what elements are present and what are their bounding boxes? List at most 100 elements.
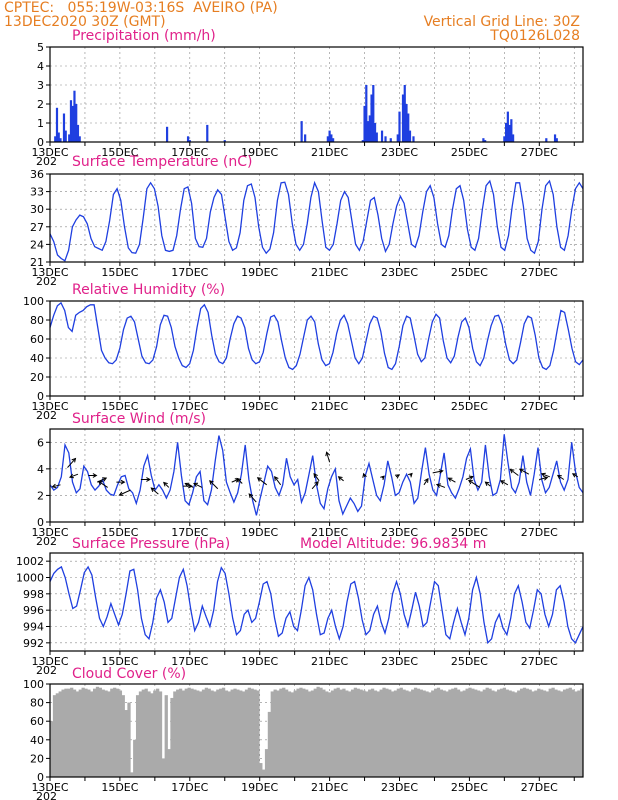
precip-bar [73,90,76,142]
wind-arrow-head [314,481,319,486]
precip-bar [365,85,368,142]
precip-title: Precipitation (mm/h) [72,28,216,44]
wind-xtick-label: 17DEC [171,526,208,539]
cloud-bar [296,688,300,777]
wind-arrow [519,468,530,475]
cloud-bar [419,689,423,777]
precip-bar [71,105,74,142]
cloud-bar [342,688,346,777]
precip-bar [300,121,303,142]
precip-bar [412,136,415,142]
wind-arrow-head [69,473,74,479]
cloud-bar [104,690,108,777]
pres-xtick-label: 25DEC [451,655,488,668]
cloud-bar [130,772,134,777]
cloud-bar [150,693,154,777]
precip-bar [186,136,190,142]
cloud-bar [568,687,572,777]
temp-xtick-label: 27DEC [521,266,558,279]
wind-xtick-label: 15DEC [101,526,138,539]
wind-arrow-head [236,477,242,483]
cloud-bar [316,686,320,777]
cloud-bar [468,687,472,777]
precip-bar [508,124,511,142]
temp-xtick-label: 19DEC [241,266,278,279]
wind-arrow-head [518,468,524,473]
cloud-bar [147,691,151,777]
cloud-bar [462,690,466,777]
pres-xtick-label: 15DEC [101,655,138,668]
precip-bar [396,134,399,142]
wind-ytick-label: 6 [37,436,44,449]
cloud-bar [72,689,77,777]
precip-bar [503,136,506,142]
cloud-bar [293,690,297,777]
cloud-bar [431,690,435,777]
rh-xtick-label: 13DEC [31,400,68,413]
cloud-bar [153,690,157,777]
cloud-bar [405,690,409,777]
wind-arrow-head [543,476,549,481]
cloud-bar [474,689,478,777]
pres-ytick-label: 996 [23,604,44,617]
wind-arrow [448,477,456,483]
cloud-bar [505,689,509,777]
cloud-bar [164,695,168,777]
precip-xtick-label: 25DEC [451,146,488,159]
precip-bar [506,111,509,142]
cloud-bar [156,688,160,777]
cloud-bar [448,689,452,777]
cloud-bar [365,691,369,777]
cloud-bar [230,689,234,777]
cloud-bar [244,689,249,777]
wind-arrow-head [150,487,156,492]
cloud-bar [393,690,398,777]
rh-xtick-label: 17DEC [171,400,208,413]
cloud-bar [161,758,166,777]
precip-bar [326,136,329,142]
cloud-bar [391,691,395,777]
rh-title: Relative Humidity (%) [72,282,225,298]
wind-arrow-head [447,477,453,482]
cloud-xtick-label: 13DEC [31,781,68,794]
wind-title: Surface Wind (m/s) [72,411,206,427]
cloud-bar [356,688,360,777]
temp-xtick-label: 25DEC [451,266,488,279]
pres-altitude-label: Model Altitude: 96.9834 m [300,536,486,552]
cloud-bar [499,688,504,777]
cloud-ytick-label: 80 [30,697,44,710]
pres-line [49,565,584,645]
precip-bar [505,123,508,142]
pres-ytick-label: 994 [23,621,44,634]
precip-bar [389,138,392,142]
cloud-bar [279,688,283,777]
wind-arrow-head [571,473,577,478]
cloud-bar [135,695,140,777]
cloud-bar [376,691,380,777]
wind-arrow [193,483,203,488]
wind-arrow [185,483,194,488]
cloud-xtick-label: 15DEC [101,781,138,794]
cloud-bar [491,690,495,777]
wind-arrow-head [71,457,77,463]
wind-xtick-label: 21DEC [311,526,348,539]
cloud-bar [178,688,183,777]
cloud-bar [479,691,484,777]
wind-arrow-head [468,479,473,485]
cloud-bar [545,691,550,777]
cloud-bar [310,690,315,777]
wind-arrow [248,493,257,503]
cloud-bar [565,688,570,777]
cloud-bar [560,691,564,777]
cloud-bar [98,687,102,777]
precip-xtick-label: 15DEC [101,146,138,159]
cloud-bar [433,688,438,777]
precip-bar [545,138,548,142]
temp-xtick-label: 15DEC [101,266,138,279]
cloud-bar [482,689,486,777]
wind-arrow-head [188,483,193,489]
precip-xtick-label: 27DEC [521,146,558,159]
cloud-bar [571,689,575,777]
precip-bar [484,140,487,142]
wind-arrow-head [435,483,441,488]
